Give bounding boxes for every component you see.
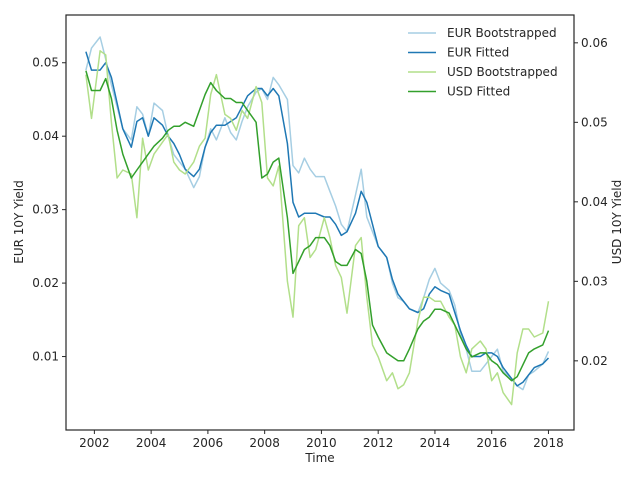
plot-frame [65, 14, 575, 431]
right-y-tick-label: 0.03 [581, 274, 608, 288]
x-axis-label: Time [304, 451, 334, 465]
legend-label-usd-bootstrapped: USD Bootstrapped [447, 65, 558, 79]
legend-label-eur-bootstrapped: EUR Bootstrapped [447, 26, 557, 40]
x-tick-label: 2002 [79, 436, 110, 450]
right-y-axis: 0.02 0.03 0.04 0.05 0.06 [574, 36, 608, 368]
right-y-tick-label: 0.02 [581, 354, 608, 368]
right-y-tick-label: 0.06 [581, 36, 608, 50]
legend-label-usd-fitted: USD Fitted [447, 85, 510, 99]
x-tick-label: 2012 [363, 436, 394, 450]
series-line-eur-fitted [85, 51, 550, 387]
right-y-tick-label: 0.04 [581, 195, 608, 209]
series-line-usd-fitted [85, 70, 550, 382]
left-y-tick-label: 0.04 [32, 129, 59, 143]
right-y-tick-label: 0.05 [581, 115, 608, 129]
x-tick-label: 2008 [249, 436, 280, 450]
left-y-tick-label: 0.03 [32, 203, 59, 217]
series-line-eur-bootstrapped [85, 36, 550, 391]
x-tick-label: 2016 [476, 436, 507, 450]
x-tick-label: 2014 [420, 436, 451, 450]
left-y-tick-label: 0.02 [32, 276, 59, 290]
series-layer [85, 36, 550, 406]
left-y-tick-label: 0.05 [32, 56, 59, 70]
series-line-usd-bootstrapped [85, 50, 550, 406]
x-axis: 2002 2004 2006 2008 2010 2012 2014 2016 2018 [79, 430, 564, 450]
x-tick-label: 2018 [533, 436, 564, 450]
legend: EUR Bootstrapped EUR Fitted USD Bootstrapp… [408, 26, 558, 99]
legend-label-eur-fitted: EUR Fitted [447, 46, 509, 60]
left-y-tick-label: 0.01 [32, 350, 59, 364]
left-y-axis-label: EUR 10Y Yield [12, 180, 26, 264]
x-tick-label: 2006 [193, 436, 224, 450]
x-tick-label: 2010 [306, 436, 337, 450]
right-y-axis-label: USD 10Y Yield [610, 180, 624, 264]
x-tick-label: 2004 [136, 436, 167, 450]
left-y-axis: 0.01 0.02 0.03 0.04 0.05 [32, 56, 66, 364]
